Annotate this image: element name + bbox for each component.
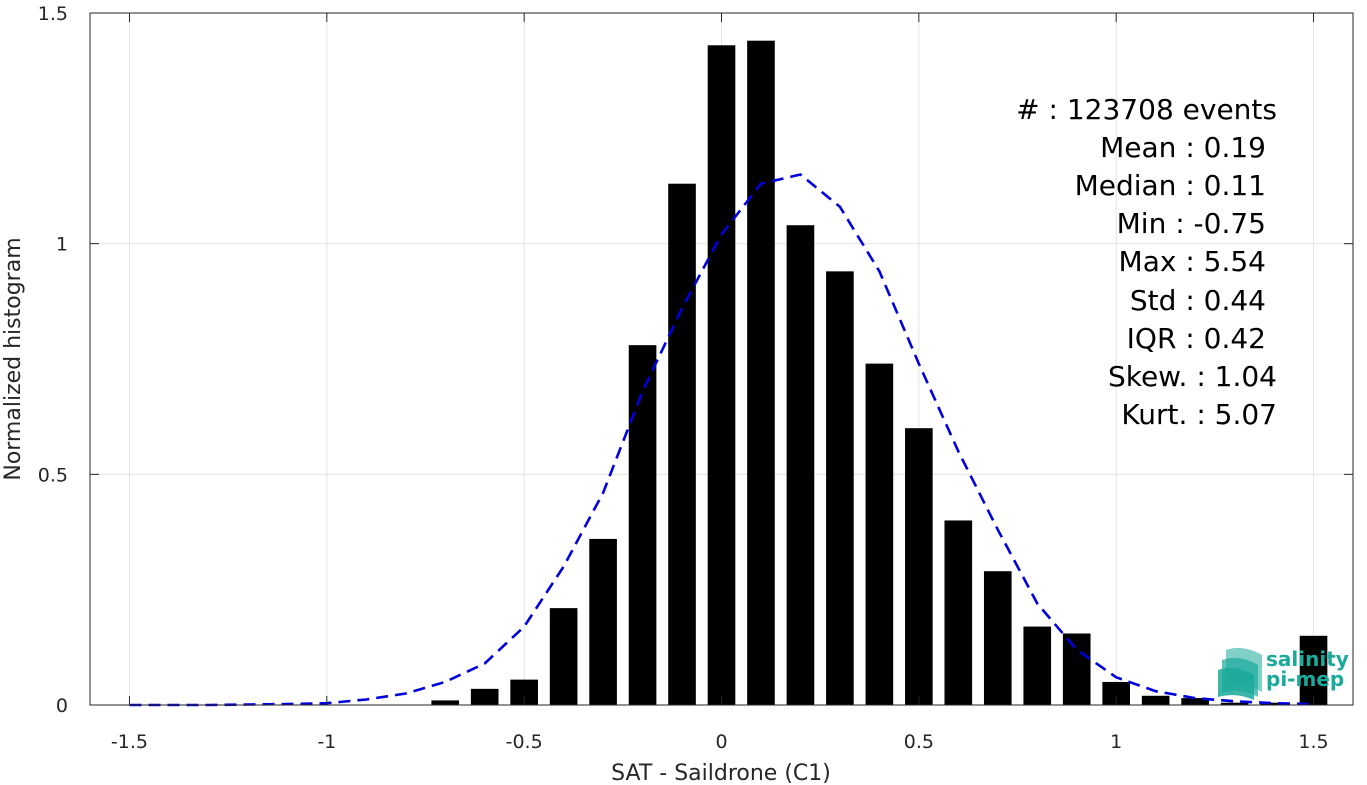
histogram-bar-12 xyxy=(905,428,933,705)
x-tick-label: -1.5 xyxy=(111,731,148,753)
x-axis-label: SAT - Saildrone (C1) xyxy=(611,761,831,785)
histogram-bar-20 xyxy=(1220,702,1249,705)
stat-max: Max : 5.54 xyxy=(1119,245,1266,278)
y-tick-label: 0 xyxy=(56,695,68,717)
stat-events: # : 123708 events xyxy=(1016,93,1277,126)
stat-median: Median : 0.11 xyxy=(1075,169,1266,202)
histogram-bar-9 xyxy=(786,225,815,706)
y-axis-label: Normalized histogram xyxy=(1,237,26,480)
histogram-bar-19 xyxy=(1181,698,1209,705)
y-tick-label: 0.5 xyxy=(38,464,68,486)
stats-box: # : 123708 events Mean : 0.19 Median : 0… xyxy=(1016,93,1277,431)
histogram-bar-17 xyxy=(1102,681,1131,705)
stat-iqr: IQR : 0.42 xyxy=(1127,322,1266,355)
histogram-bar-11 xyxy=(865,363,894,705)
salinity-pi-mep-logo: salinity pi-mep xyxy=(1218,647,1349,700)
histogram-bar-0 xyxy=(431,700,460,705)
stat-mean: Mean : 0.19 xyxy=(1100,131,1266,164)
stat-kurtosis: Kurt. : 5.07 xyxy=(1121,398,1277,431)
logo-text-pi-mep: pi-mep xyxy=(1266,667,1344,691)
x-tick-label: 0.5 xyxy=(904,731,934,753)
histogram-bar-1 xyxy=(470,688,499,705)
histogram-bar-21 xyxy=(1260,702,1288,705)
x-tick-labels: -1.5 -1 -0.5 0 0.5 1 1.5 xyxy=(111,731,1329,753)
y-tick-label: 1.5 xyxy=(38,3,68,25)
logo-text-salinity: salinity xyxy=(1266,647,1349,671)
histogram-bar-3 xyxy=(549,608,578,705)
waves-icon xyxy=(1218,647,1262,700)
histogram-bar-7 xyxy=(707,45,736,705)
axis-ticks xyxy=(90,12,1353,706)
x-tick-label: 0 xyxy=(715,731,727,753)
histogram-bar-8 xyxy=(747,40,775,706)
stat-skewness: Skew. : 1.04 xyxy=(1108,360,1277,393)
x-tick-label: 1.5 xyxy=(1298,731,1328,753)
y-tick-label: 1 xyxy=(56,234,68,256)
histogram-bars xyxy=(431,40,1328,706)
histogram-bar-4 xyxy=(589,538,617,705)
histogram-bar-22 xyxy=(1299,635,1328,705)
y-tick-labels: 0 0.5 1 1.5 xyxy=(38,3,68,717)
x-tick-label: -1 xyxy=(317,731,336,753)
histogram-bar-13 xyxy=(944,520,973,705)
histogram-bar-15 xyxy=(1023,626,1052,705)
histogram-bar-5 xyxy=(628,345,657,705)
x-tick-label: 1 xyxy=(1110,731,1122,753)
x-tick-label: -0.5 xyxy=(506,731,543,753)
histogram-bar-14 xyxy=(983,571,1012,705)
histogram-bar-16 xyxy=(1062,633,1091,705)
histogram-bar-6 xyxy=(668,183,696,705)
stat-min: Min : -0.75 xyxy=(1117,207,1266,240)
histogram-bar-18 xyxy=(1141,695,1170,705)
histogram-bar-10 xyxy=(826,271,854,705)
stat-std: Std : 0.44 xyxy=(1130,284,1266,317)
